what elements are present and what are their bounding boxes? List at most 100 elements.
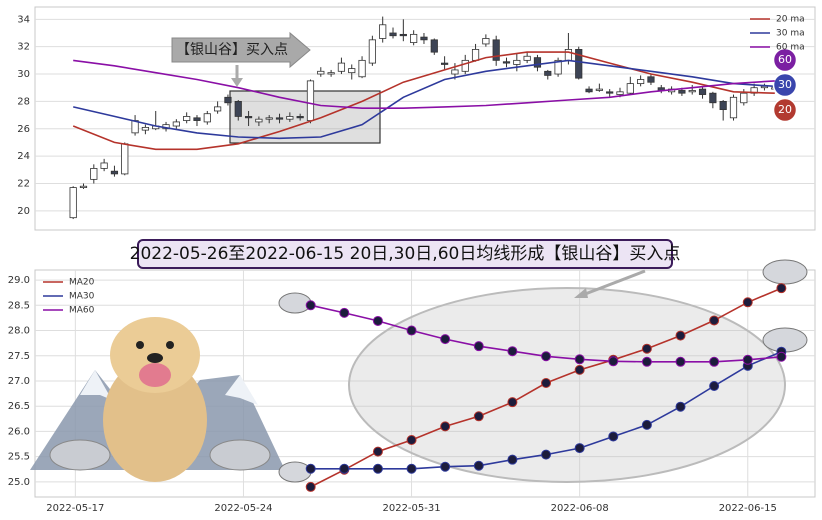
y-tick-label: 30 xyxy=(17,69,30,80)
point xyxy=(675,356,686,367)
legend-label: MA60 xyxy=(69,306,95,316)
candle-body xyxy=(410,33,418,43)
candle-body xyxy=(317,70,325,75)
decoration xyxy=(30,259,808,483)
badge-label: 20 xyxy=(778,103,792,116)
candle-body xyxy=(275,117,284,120)
point xyxy=(473,460,484,471)
y-tick-label: 27.0 xyxy=(8,376,30,387)
candle-body xyxy=(430,39,438,53)
point xyxy=(608,431,619,442)
candle-body xyxy=(647,76,655,83)
legend-label: 20 ma xyxy=(776,15,805,25)
point xyxy=(406,463,417,474)
y-tick-label: 22 xyxy=(17,178,30,189)
point xyxy=(339,307,350,318)
y-tick-label: 27.5 xyxy=(8,351,30,362)
point xyxy=(339,463,350,474)
point xyxy=(742,297,753,308)
banner xyxy=(137,239,673,269)
candle-body xyxy=(121,143,129,175)
candle-body xyxy=(441,62,449,65)
candle-body xyxy=(100,162,108,169)
point xyxy=(305,463,316,474)
point xyxy=(372,463,383,474)
candle-body xyxy=(358,59,366,78)
point xyxy=(305,300,316,311)
highlight-box xyxy=(229,90,381,144)
candle-body xyxy=(492,39,500,61)
y-tick-label: 28.5 xyxy=(8,300,30,311)
x-tick-label: 2022-05-24 xyxy=(214,503,272,514)
point xyxy=(709,356,720,367)
y-tick-label: 32 xyxy=(17,42,30,53)
pointer-arrow xyxy=(579,269,646,298)
x-tick-label: 2022-05-31 xyxy=(382,503,440,514)
candle-body xyxy=(533,57,542,68)
point xyxy=(507,397,518,408)
candle-body xyxy=(482,38,490,45)
candle-body xyxy=(399,33,407,37)
candle-body xyxy=(110,170,119,175)
x-tick-label: 2022-06-15 xyxy=(719,503,777,514)
candle-body xyxy=(265,117,273,120)
y-tick-label: 28.0 xyxy=(8,326,30,337)
point xyxy=(709,381,720,392)
candle-body xyxy=(637,79,645,85)
annotation: 【银山谷】买入点 xyxy=(176,42,288,58)
x-tick-label: 2022-06-08 xyxy=(551,503,609,514)
candle-body xyxy=(389,32,397,37)
candle-body xyxy=(183,116,191,121)
point xyxy=(675,401,686,412)
candle-body xyxy=(244,116,253,119)
legend-label: MA30 xyxy=(69,292,95,302)
y-tick-label: 20 xyxy=(17,206,30,217)
point xyxy=(440,461,451,472)
candle-body xyxy=(90,168,98,180)
point xyxy=(440,334,451,345)
point xyxy=(641,356,652,367)
candle-body xyxy=(626,83,634,94)
point xyxy=(574,364,585,375)
candle-body xyxy=(348,68,356,74)
candle-body xyxy=(698,88,707,95)
point xyxy=(440,421,451,432)
candle-body xyxy=(420,36,428,41)
point xyxy=(776,283,787,294)
candle-body xyxy=(234,100,242,117)
candle-body xyxy=(214,106,222,112)
candle-body xyxy=(286,116,294,120)
point xyxy=(473,411,484,422)
candle-body xyxy=(379,24,387,39)
candle-body xyxy=(502,61,511,64)
candle-body xyxy=(224,96,232,104)
point xyxy=(709,315,720,326)
candle-body xyxy=(193,117,201,121)
candle-body xyxy=(471,49,480,61)
point xyxy=(608,356,619,367)
legend-label: MA20 xyxy=(69,278,95,288)
point xyxy=(574,443,585,454)
candle-body xyxy=(451,69,459,75)
candle-body xyxy=(729,96,738,119)
candle-body xyxy=(513,59,521,65)
candle-body xyxy=(203,113,211,123)
candle-body xyxy=(79,185,88,188)
badge-label: 60 xyxy=(778,53,792,66)
point xyxy=(742,354,753,365)
chart-title: 2022-05-26至2022-06-15 20日,30日,60日均线形成【银山… xyxy=(130,244,681,264)
point xyxy=(641,419,652,430)
legend-label: 30 ma xyxy=(776,29,805,39)
point xyxy=(406,434,417,445)
point xyxy=(372,315,383,326)
y-tick-label: 29.0 xyxy=(8,275,30,286)
candle-body xyxy=(461,59,469,72)
point xyxy=(541,351,552,362)
y-tick-label: 26 xyxy=(17,124,30,135)
candle-body xyxy=(606,91,614,94)
y-tick-label: 25.0 xyxy=(8,477,30,488)
point xyxy=(776,351,787,362)
candle-body xyxy=(678,90,686,94)
